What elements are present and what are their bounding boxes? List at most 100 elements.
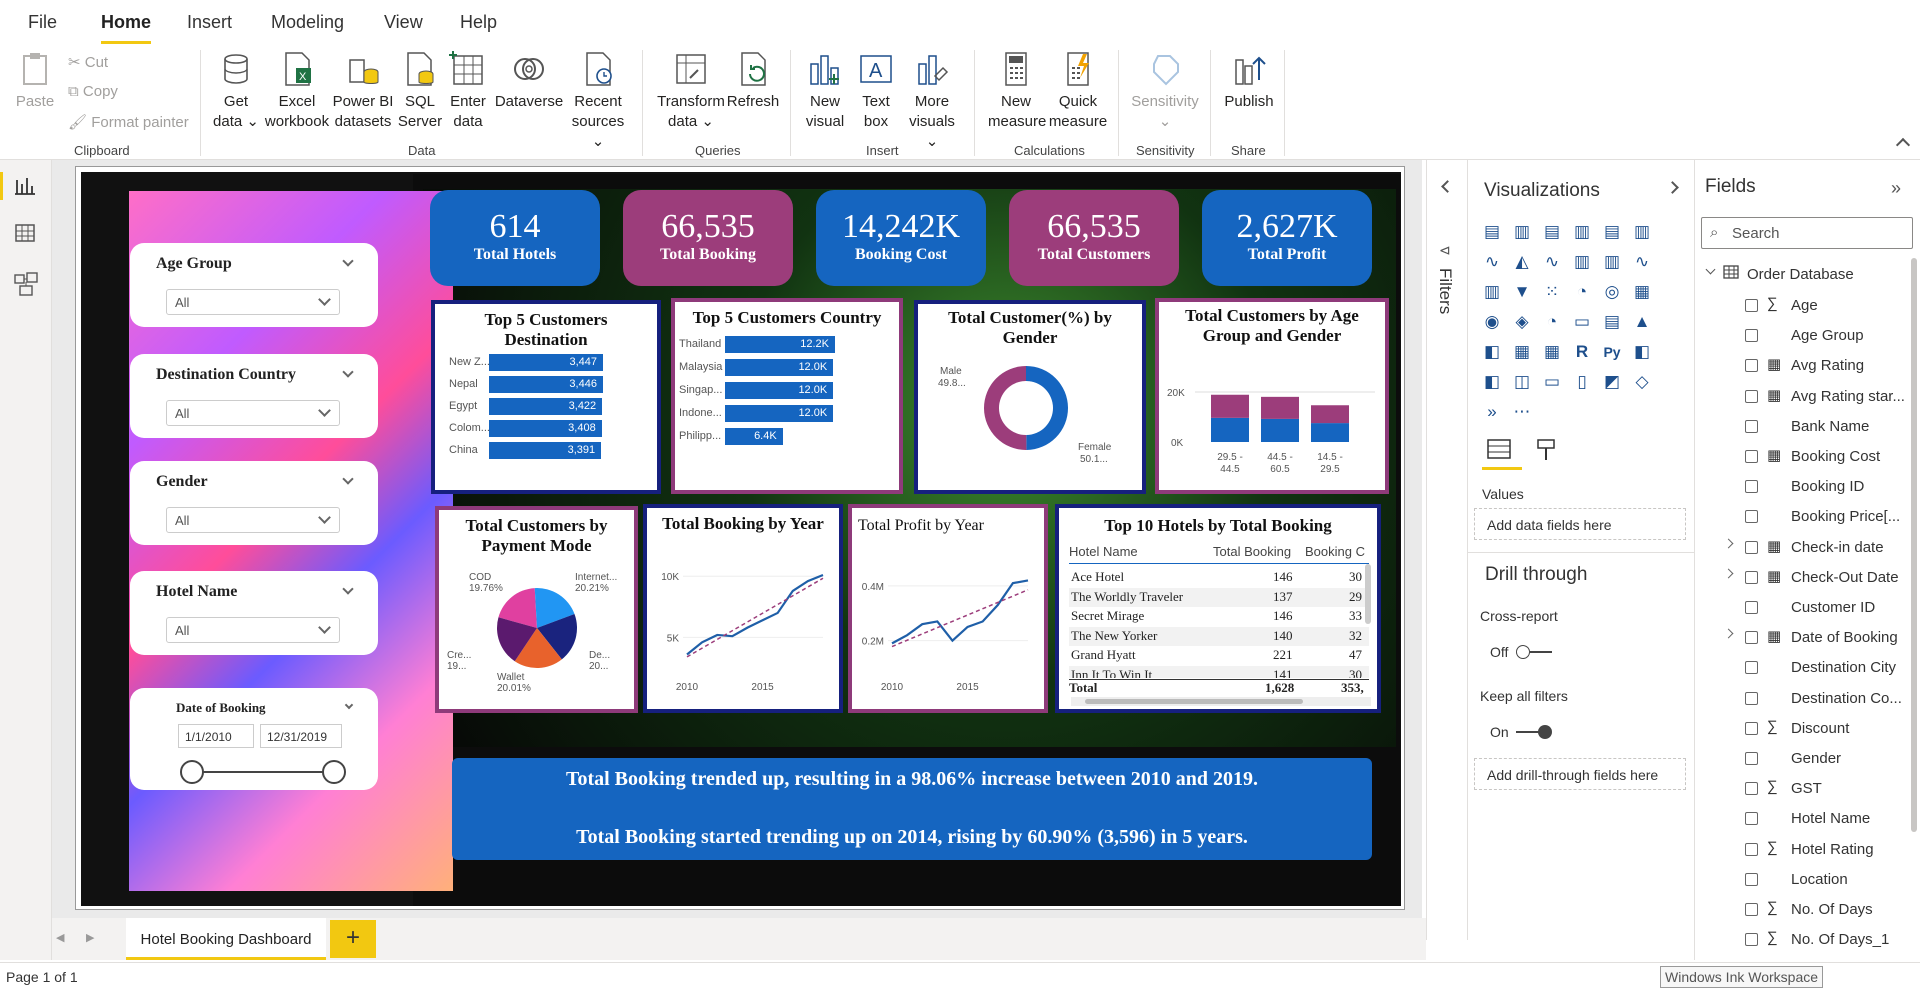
chevron-down-icon[interactable] [344, 700, 354, 710]
new-measure-button[interactable]: New measure [988, 44, 1046, 132]
slicer-hotel-name[interactable]: Hotel Name All [130, 571, 378, 655]
transform-data-button[interactable]: Transform data ⌄ [654, 44, 728, 132]
field-item[interactable]: ∑ No. Of Days [1695, 896, 1920, 926]
menu-insert[interactable]: Insert [187, 12, 233, 32]
visual-type-icon[interactable]: ▭ [1543, 372, 1561, 391]
field-item[interactable]: Destination Co... [1695, 685, 1920, 715]
dataverse-button[interactable]: Dataverse [492, 44, 566, 112]
chevron-right-icon[interactable] [1723, 628, 1734, 639]
column-header[interactable]: Total Booking [1213, 544, 1292, 559]
field-item[interactable]: ∑ Age [1695, 292, 1920, 322]
visual-type-icon[interactable]: ◉ [1484, 312, 1500, 331]
field-checkbox[interactable] [1745, 752, 1758, 765]
field-checkbox[interactable] [1745, 631, 1758, 645]
chart-age-gender[interactable]: Total Customers by Age Group and Gender … [1155, 298, 1389, 494]
field-checkbox[interactable] [1745, 872, 1758, 886]
menu-home[interactable]: Home [101, 12, 152, 44]
field-item[interactable]: Customer ID [1695, 594, 1920, 624]
horizontal-scrollbar[interactable] [1071, 697, 1371, 706]
visual-type-icon[interactable]: ▥ [1573, 252, 1591, 271]
visual-type-icon[interactable]: ▤ [1483, 222, 1501, 241]
visual-type-icon[interactable]: ▥ [1603, 252, 1621, 271]
chevron-down-icon[interactable] [342, 473, 354, 485]
field-item[interactable]: ▦ Avg Rating [1695, 352, 1920, 382]
visual-type-icon[interactable]: ◇ [1635, 372, 1649, 391]
visual-type-icon[interactable]: ∿ [1634, 252, 1650, 271]
visual-type-icon[interactable]: ◈ [1515, 312, 1529, 331]
get-data-button[interactable]: Get data ⌄ [208, 44, 264, 132]
enter-data-button[interactable]: Enter data [445, 44, 491, 132]
field-checkbox[interactable] [1745, 359, 1758, 373]
tab-scroll-left-icon[interactable]: ◀ [56, 932, 65, 944]
table-row[interactable]: Ace Hotel 146 30 [1069, 568, 1369, 587]
field-item[interactable]: Destination City [1695, 654, 1920, 684]
chart-top5-country[interactable]: Top 5 Customers Country Thailand 12.2K Mal… [671, 298, 903, 494]
field-item[interactable]: Hotel Name [1695, 805, 1920, 835]
field-checkbox[interactable] [1745, 480, 1758, 494]
menu-modeling[interactable]: Modeling [271, 12, 345, 32]
chart-top5-destination[interactable]: Top 5 Customers Destination New Z... 3,44… [431, 300, 661, 494]
visual-type-icon[interactable]: R [1575, 342, 1589, 361]
field-checkbox[interactable] [1745, 661, 1758, 675]
visual-type-icon[interactable]: ▤ [1603, 312, 1621, 331]
field-checkbox[interactable] [1745, 933, 1758, 947]
visual-type-icon[interactable]: ▥ [1483, 282, 1501, 301]
field-checkbox[interactable] [1745, 782, 1758, 796]
slicer-destination-country[interactable]: Destination Country All [130, 354, 378, 438]
chevron-down-icon[interactable] [342, 366, 354, 378]
chevron-down-icon[interactable] [1705, 264, 1716, 275]
start-date-input[interactable]: 1/1/2010 [178, 724, 254, 748]
visual-type-icon[interactable]: ▤ [1603, 222, 1621, 241]
visual-type-icon[interactable]: ▦ [1513, 342, 1531, 361]
visual-type-icon[interactable]: ◩ [1603, 372, 1621, 391]
field-checkbox[interactable] [1745, 691, 1758, 705]
report-view-icon[interactable] [14, 174, 36, 199]
slicer-dropdown[interactable]: All [166, 617, 340, 643]
field-item[interactable]: Booking Price[... [1695, 503, 1920, 533]
visual-type-icon[interactable]: ◧ [1483, 372, 1501, 391]
search-field[interactable]: ⌕ Search [1701, 217, 1913, 249]
menu-file[interactable]: File [28, 12, 58, 32]
visual-type-icon[interactable]: ▥ [1633, 222, 1651, 241]
visual-type-icon[interactable]: ▥ [1573, 222, 1591, 241]
power-bi-datasets-button[interactable]: Power BI datasets [330, 44, 396, 132]
slicer-date-of-booking[interactable]: Date of Booking 1/1/2010 12/31/2019 [130, 688, 378, 790]
visual-type-icon[interactable]: ▦ [1543, 342, 1561, 361]
paste-button[interactable]: Paste [12, 44, 58, 112]
format-painter-button[interactable]: 🖌 Format painter [68, 114, 189, 131]
table-top10-hotels[interactable]: Top 10 Hotels by Total Booking Hotel Nam… [1055, 504, 1381, 713]
more-visuals-button[interactable]: More visuals ⌄ [902, 44, 962, 152]
field-item[interactable]: Location [1695, 866, 1920, 896]
table-row[interactable]: Inn It To Win It 141 30 [1069, 665, 1369, 678]
field-item[interactable]: Bank Name [1695, 413, 1920, 443]
publish-button[interactable]: Publish [1220, 44, 1278, 112]
kpi-booking-cost[interactable]: 14,242K Booking Cost [816, 190, 986, 286]
chevron-down-icon[interactable] [342, 583, 354, 595]
slider-handle-start[interactable] [180, 760, 204, 784]
field-item[interactable]: Age Group [1695, 322, 1920, 352]
visual-type-icon[interactable]: ▦ [1633, 282, 1651, 301]
visual-type-icon[interactable]: ◧ [1483, 342, 1501, 361]
visual-type-icon[interactable]: ▭ [1573, 312, 1591, 331]
menu-help[interactable]: Help [460, 12, 498, 32]
menu-view[interactable]: View [384, 12, 423, 32]
double-chevron-icon[interactable]: » [1891, 178, 1902, 198]
field-checkbox[interactable] [1745, 510, 1758, 524]
collapse-ribbon-icon[interactable] [1895, 137, 1911, 153]
field-item[interactable]: ▦ Check-in date [1695, 534, 1920, 564]
visual-type-icon[interactable]: ▲ [1633, 312, 1651, 331]
chart-booking-by-year[interactable]: Total Booking by Year 10K 5K 2010 2015 [643, 504, 843, 713]
table-node-order-database[interactable]: Order Database [1695, 262, 1920, 292]
chevron-down-icon[interactable] [342, 255, 354, 267]
cross-report-toggle[interactable] [1516, 645, 1554, 659]
field-item[interactable]: ∑ Hotel Rating [1695, 836, 1920, 866]
expand-filters-icon[interactable] [1441, 180, 1454, 193]
kpi-total-booking[interactable]: 66,535 Total Booking [623, 190, 793, 286]
field-checkbox[interactable] [1745, 812, 1758, 826]
table-row[interactable]: Grand Hyatt 221 47 [1069, 646, 1369, 665]
quick-measure-button[interactable]: Quick measure [1044, 44, 1112, 132]
filters-pane[interactable]: ⊲ Filters [1426, 160, 1468, 940]
add-page-button[interactable]: + [330, 920, 376, 958]
chart-gender-donut[interactable]: Total Customer(%) by Gender Male 49.8... F… [914, 300, 1146, 494]
visual-type-icon[interactable]: ▤ [1543, 222, 1561, 241]
